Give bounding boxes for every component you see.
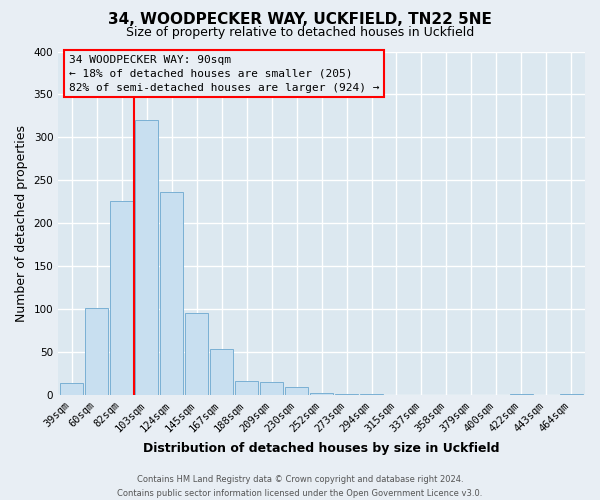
- Bar: [160, 192, 183, 395]
- Text: Size of property relative to detached houses in Uckfield: Size of property relative to detached ho…: [126, 26, 474, 39]
- Bar: [210, 349, 233, 395]
- Bar: [510, 394, 533, 395]
- Bar: [310, 394, 333, 395]
- Text: Contains HM Land Registry data © Crown copyright and database right 2024.
Contai: Contains HM Land Registry data © Crown c…: [118, 476, 482, 498]
- Y-axis label: Number of detached properties: Number of detached properties: [15, 125, 28, 322]
- Bar: [235, 380, 258, 395]
- Bar: [335, 394, 358, 395]
- Bar: [285, 388, 308, 395]
- X-axis label: Distribution of detached houses by size in Uckfield: Distribution of detached houses by size …: [143, 442, 500, 455]
- Bar: [185, 312, 208, 395]
- Bar: [136, 120, 158, 395]
- Text: 34 WOODPECKER WAY: 90sqm
← 18% of detached houses are smaller (205)
82% of semi-: 34 WOODPECKER WAY: 90sqm ← 18% of detach…: [69, 55, 379, 93]
- Text: 34, WOODPECKER WAY, UCKFIELD, TN22 5NE: 34, WOODPECKER WAY, UCKFIELD, TN22 5NE: [108, 12, 492, 28]
- Bar: [61, 383, 83, 395]
- Bar: [560, 394, 583, 395]
- Bar: [110, 201, 133, 395]
- Bar: [85, 308, 109, 395]
- Bar: [260, 382, 283, 395]
- Bar: [360, 394, 383, 395]
